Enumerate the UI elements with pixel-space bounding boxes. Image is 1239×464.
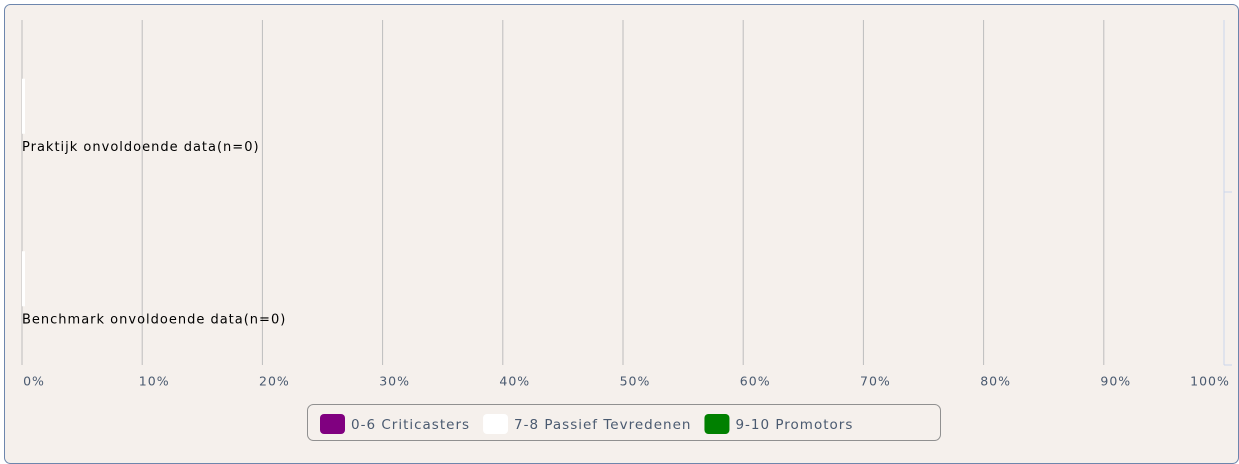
legend-label: 9-10 Promotors bbox=[735, 417, 853, 433]
legend-box bbox=[307, 404, 941, 441]
legend-swatch bbox=[320, 414, 345, 434]
x-tick-label: 70% bbox=[860, 374, 891, 389]
x-tick-label: 100% bbox=[1190, 374, 1230, 389]
legend-label: 7-8 Passief Tevredenen bbox=[514, 417, 691, 433]
category-label: Benchmark onvoldoende data(n=0) bbox=[22, 312, 286, 327]
bar-base bbox=[22, 78, 25, 134]
x-tick-label: 60% bbox=[740, 374, 771, 389]
legend-swatch bbox=[704, 414, 730, 434]
x-tick-label: 50% bbox=[620, 374, 651, 389]
x-tick-label: 0% bbox=[23, 374, 45, 389]
bar-base bbox=[22, 251, 25, 307]
x-tick-label: 80% bbox=[980, 374, 1011, 389]
legend-swatch bbox=[483, 414, 509, 434]
chart-frame bbox=[4, 4, 1239, 464]
x-tick-label: 90% bbox=[1100, 374, 1131, 389]
category-label: Praktijk onvoldoende data(n=0) bbox=[22, 140, 260, 155]
x-tick-label: 20% bbox=[259, 374, 290, 389]
x-tick-label: 30% bbox=[379, 374, 410, 389]
legend-label: 0-6 Criticasters bbox=[351, 417, 470, 433]
x-tick-label: 10% bbox=[139, 374, 170, 389]
x-tick-label: 40% bbox=[499, 374, 530, 389]
